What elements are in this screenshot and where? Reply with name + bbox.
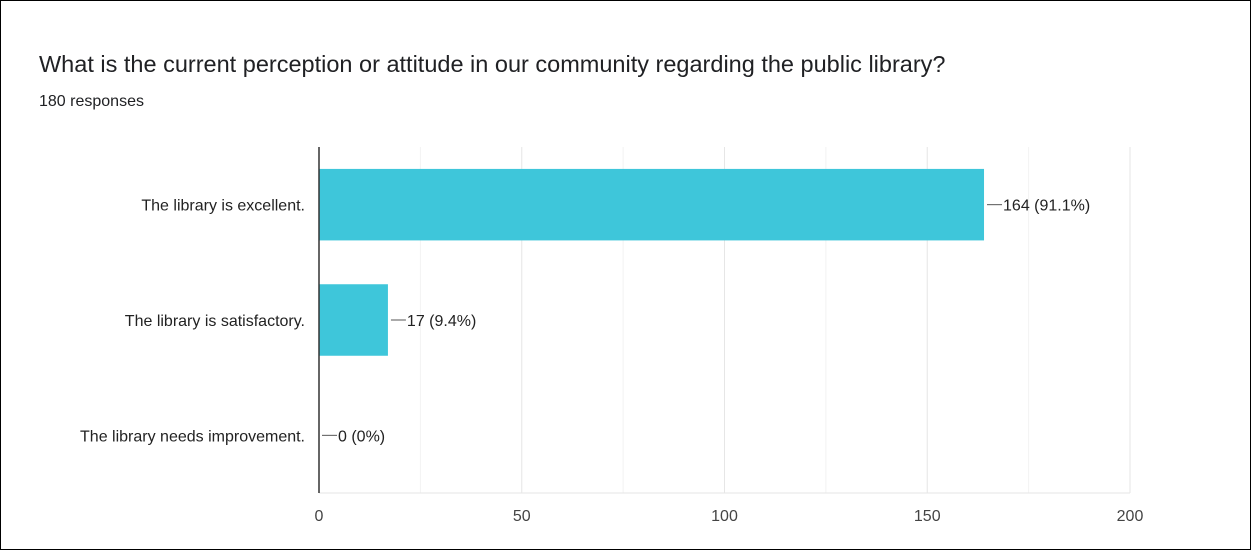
- category-label: The library is excellent.: [141, 198, 305, 215]
- category-label: The library needs improvement.: [80, 428, 305, 445]
- x-tick-label: 200: [1117, 508, 1144, 525]
- x-tick-label: 0: [315, 508, 324, 525]
- response-count: 180 responses: [39, 93, 144, 110]
- bar: [319, 284, 388, 356]
- x-tick-label: 150: [914, 508, 941, 525]
- x-tick-label: 100: [711, 508, 738, 525]
- question-title: What is the current perception or attitu…: [39, 51, 946, 77]
- category-label: The library is satisfactory.: [125, 313, 305, 330]
- bar: [319, 168, 985, 241]
- value-label: 17 (9.4%): [407, 313, 476, 330]
- value-label: 0 (0%): [338, 428, 385, 445]
- x-tick-label: 50: [513, 508, 531, 525]
- value-label: 164 (91.1%): [1003, 198, 1090, 215]
